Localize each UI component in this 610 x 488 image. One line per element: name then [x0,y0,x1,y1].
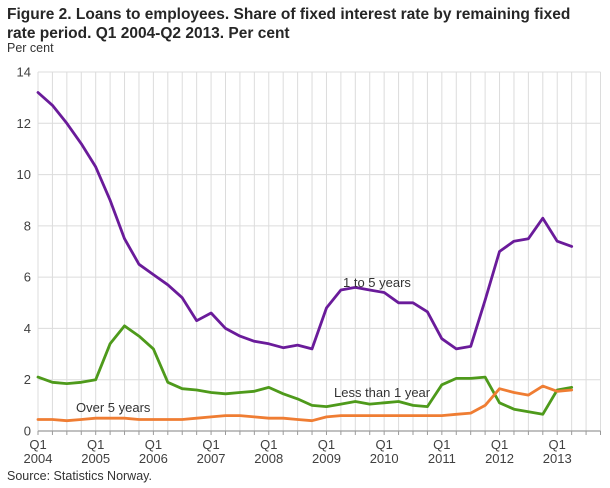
series-label-less-than-1-year: Less than 1 year [334,385,431,400]
series-line-less-than-1-year [36,324,574,416]
y-axis-unit-label: Per cent [7,41,54,55]
figure-title-line2: rate period. Q1 2004-Q2 2013. Per cent [7,25,290,42]
y-tick-label: 4 [24,321,31,336]
series-label-1-to-5-years: 1 to 5 years [343,275,411,290]
series-label-over-5-years: Over 5 years [76,400,151,415]
y-tick-label: 14 [17,65,31,80]
x-tick-year-label: 2007 [197,451,226,466]
series-line-over-5-years [36,384,574,423]
source-text: Source: Statistics Norway. [7,469,152,483]
x-tick-year-label: 2004 [24,451,53,466]
x-tick-year-label: 2006 [139,451,168,466]
figure-title: Figure 2. Loans to employees. Share of f… [7,5,607,43]
x-tick-quarter-label: Q1 [491,437,508,452]
y-tick-label: 2 [24,372,31,387]
x-tick-quarter-label: Q1 [375,437,392,452]
x-tick-quarter-label: Q1 [433,437,450,452]
x-tick-year-label: 2005 [81,451,110,466]
y-tick-label: 6 [24,270,31,285]
x-tick-year-label: 2010 [370,451,399,466]
x-tick-year-label: 2009 [312,451,341,466]
series-line-1-to-5-years [36,91,574,351]
x-tick-quarter-label: Q1 [145,437,162,452]
x-tick-quarter-label: Q1 [549,437,566,452]
y-tick-label: 12 [17,116,31,131]
figure-title-line1: Figure 2. Loans to employees. Share of f… [7,6,571,23]
y-tick-label: 0 [24,424,31,439]
x-tick-year-label: 2012 [485,451,514,466]
x-tick-quarter-label: Q1 [318,437,335,452]
x-tick-quarter-label: Q1 [29,437,46,452]
x-tick-year-label: 2008 [254,451,283,466]
x-tick-quarter-label: Q1 [87,437,104,452]
x-tick-quarter-label: Q1 [202,437,219,452]
x-tick-quarter-label: Q1 [260,437,277,452]
y-tick-label: 8 [24,218,31,233]
y-tick-label: 10 [17,167,31,182]
x-tick-year-label: 2013 [543,451,572,466]
x-tick-year-label: 2011 [428,451,456,466]
